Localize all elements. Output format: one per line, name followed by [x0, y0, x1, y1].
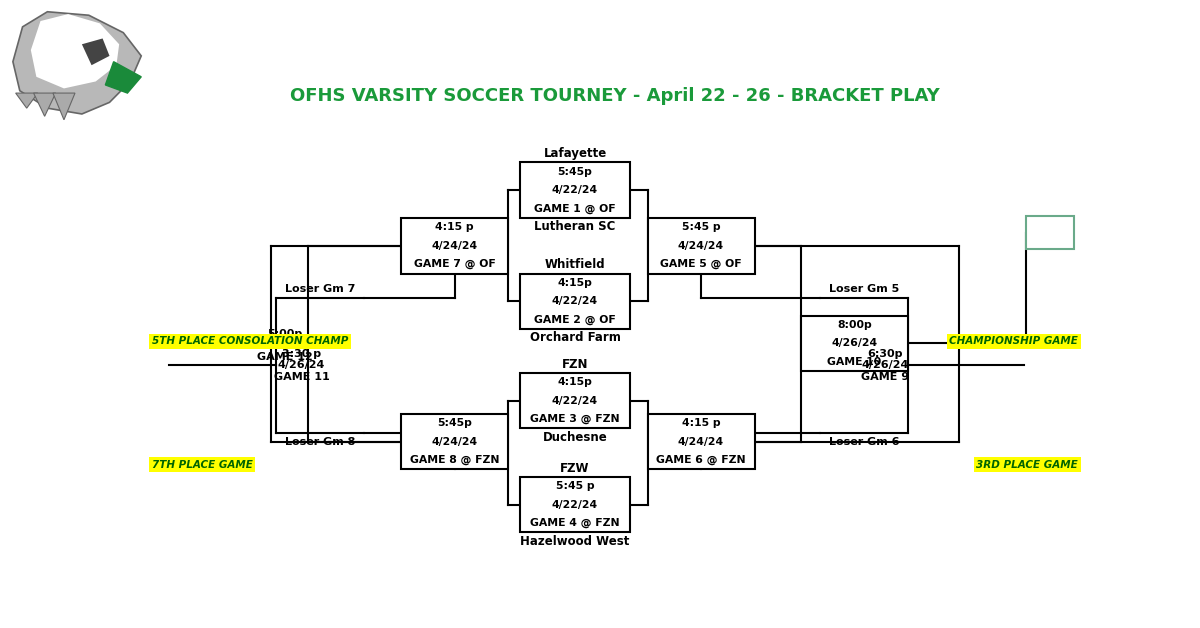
Text: Loser Gm 6: Loser Gm 6	[828, 437, 899, 447]
Text: 5:00p
4/26/24
GAME 12: 5:00p 4/26/24 GAME 12	[257, 328, 313, 362]
Text: 3RD PLACE GAME: 3RD PLACE GAME	[977, 460, 1078, 470]
Text: 4:15 p: 4:15 p	[436, 222, 474, 232]
FancyBboxPatch shape	[802, 316, 908, 371]
Text: 4/26/24: 4/26/24	[832, 338, 877, 349]
FancyBboxPatch shape	[520, 373, 630, 428]
Text: 4/22/24: 4/22/24	[552, 396, 598, 406]
Text: FZN: FZN	[562, 357, 588, 371]
Text: 5:45 p: 5:45 p	[682, 222, 720, 232]
Polygon shape	[82, 38, 109, 65]
Text: 4:15 p: 4:15 p	[682, 418, 720, 428]
Polygon shape	[31, 14, 119, 89]
FancyBboxPatch shape	[520, 274, 630, 329]
Polygon shape	[53, 93, 74, 120]
Text: 4/24/24: 4/24/24	[432, 436, 478, 447]
Text: Hazelwood West: Hazelwood West	[521, 534, 630, 548]
Polygon shape	[34, 93, 55, 116]
Text: 5TH PLACE CONSOLATION CHAMP: 5TH PLACE CONSOLATION CHAMP	[152, 337, 348, 346]
Text: 4:15p: 4:15p	[558, 278, 593, 288]
FancyBboxPatch shape	[520, 477, 630, 533]
Text: 8:00p: 8:00p	[838, 320, 872, 330]
Text: Orchard Farm: Orchard Farm	[529, 332, 620, 344]
Text: 3:30 p
4/26/24
GAME 11: 3:30 p 4/26/24 GAME 11	[274, 349, 330, 382]
Text: 5:45p: 5:45p	[558, 166, 593, 176]
Text: GAME 8 @ FZN: GAME 8 @ FZN	[410, 455, 499, 465]
Text: GAME 3 @ FZN: GAME 3 @ FZN	[530, 414, 620, 425]
Text: 4/22/24: 4/22/24	[552, 499, 598, 509]
Text: GAME 1 @ OF: GAME 1 @ OF	[534, 203, 616, 214]
Text: FZW: FZW	[560, 462, 589, 475]
Text: 7TH PLACE GAME: 7TH PLACE GAME	[152, 460, 253, 470]
Text: Loser Gm 8: Loser Gm 8	[284, 437, 355, 447]
FancyBboxPatch shape	[520, 163, 630, 218]
FancyBboxPatch shape	[648, 414, 755, 470]
Text: Lafayette: Lafayette	[544, 147, 607, 160]
Text: GAME 7 @ OF: GAME 7 @ OF	[414, 259, 496, 269]
Text: Duchesne: Duchesne	[542, 431, 607, 443]
Text: Loser Gm 7: Loser Gm 7	[284, 284, 355, 294]
Text: 6:30p
4/26/24
GAME 9: 6:30p 4/26/24 GAME 9	[860, 349, 908, 382]
Text: 5:45p: 5:45p	[437, 418, 472, 428]
Text: GAME 4 @ FZN: GAME 4 @ FZN	[530, 518, 620, 528]
Text: GAME 10: GAME 10	[827, 357, 882, 367]
Text: GAME 5 @ OF: GAME 5 @ OF	[660, 259, 742, 269]
Text: 5:45 p: 5:45 p	[556, 481, 594, 491]
Text: 4/22/24: 4/22/24	[552, 185, 598, 195]
Text: Whitfield: Whitfield	[545, 258, 605, 271]
Text: Loser Gm 5: Loser Gm 5	[829, 284, 899, 294]
Text: 4/24/24: 4/24/24	[432, 241, 478, 251]
Polygon shape	[16, 93, 37, 108]
FancyBboxPatch shape	[401, 218, 508, 274]
Text: GAME 6 @ FZN: GAME 6 @ FZN	[656, 455, 746, 465]
Polygon shape	[106, 62, 142, 93]
FancyBboxPatch shape	[401, 414, 508, 470]
Text: 4/24/24: 4/24/24	[678, 436, 724, 447]
Text: 4:15p: 4:15p	[558, 377, 593, 387]
Text: 4/24/24: 4/24/24	[678, 241, 724, 251]
FancyBboxPatch shape	[648, 218, 755, 274]
Text: Lutheran SC: Lutheran SC	[534, 220, 616, 233]
Polygon shape	[13, 12, 142, 114]
Text: 4/22/24: 4/22/24	[552, 296, 598, 306]
FancyBboxPatch shape	[1026, 215, 1074, 249]
Text: GAME 2 @ OF: GAME 2 @ OF	[534, 315, 616, 325]
Text: CHAMPIONSHIP GAME: CHAMPIONSHIP GAME	[949, 337, 1078, 346]
Text: OFHS VARSITY SOCCER TOURNEY - April 22 - 26 - BRACKET PLAY: OFHS VARSITY SOCCER TOURNEY - April 22 -…	[290, 87, 940, 106]
